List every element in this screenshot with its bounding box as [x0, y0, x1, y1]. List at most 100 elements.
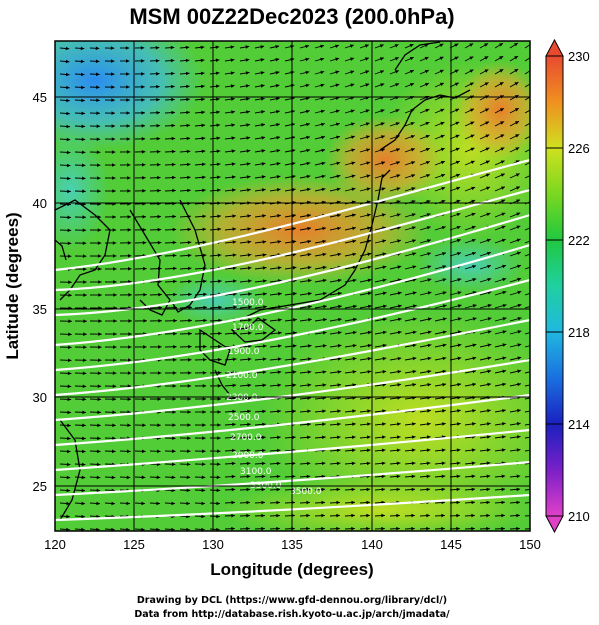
- wind-vector-head: [441, 226, 446, 230]
- wind-vector-head: [172, 423, 176, 427]
- wind-vector-head: [397, 304, 402, 308]
- wind-vector-head: [502, 369, 507, 374]
- wind-vector-head: [409, 44, 414, 48]
- wind-vector-head: [305, 96, 310, 101]
- wind-vector-head: [502, 317, 507, 321]
- wind-vector-head: [245, 58, 250, 62]
- wind-vector-head: [409, 70, 414, 74]
- wind-vector-head: [335, 44, 339, 48]
- wind-vector-head: [202, 357, 207, 362]
- wind-vector-head: [321, 135, 325, 140]
- wind-vector-head: [173, 331, 177, 336]
- wind-vector-head: [231, 110, 235, 114]
- wind-vector-head: [322, 265, 327, 270]
- wind-vector-head: [215, 71, 220, 75]
- wind-vector-head: [532, 383, 536, 387]
- wind-vector-head: [217, 449, 221, 453]
- wind-vector: [524, 345, 530, 348]
- wind-vector-head: [367, 226, 371, 230]
- wind-vector-head: [441, 173, 445, 178]
- wind-vector-head: [442, 304, 447, 308]
- wind-vector-head: [486, 513, 490, 518]
- wind-vector-head: [262, 370, 267, 374]
- wind-vector-head: [499, 43, 503, 47]
- wind-vector-head: [276, 500, 280, 505]
- wind-vector-head: [381, 161, 386, 165]
- wind-vector-head: [188, 344, 192, 349]
- wind-vector-head: [366, 448, 371, 453]
- wind-vector-head: [81, 124, 86, 129]
- wind-vector-head: [365, 109, 370, 113]
- wind-vector-head: [485, 108, 489, 112]
- wind-vector-head: [231, 175, 236, 179]
- x-tick-label: 135: [281, 537, 303, 552]
- wind-vector-head: [337, 278, 342, 283]
- wind-vector-head: [66, 527, 70, 531]
- wind-vector-head: [158, 319, 162, 323]
- wind-vector-head: [517, 343, 522, 347]
- wind-vector-head: [395, 83, 400, 87]
- wind-vector-head: [322, 422, 326, 427]
- wind-vector-head: [187, 240, 192, 245]
- wind-vector-head: [471, 526, 475, 531]
- wind-vector-head: [67, 423, 71, 428]
- wind-vector-head: [185, 71, 190, 76]
- wind-vector-head: [142, 241, 147, 245]
- wind-vector-head: [366, 148, 370, 152]
- wind-vector-head: [217, 214, 221, 218]
- wind-vector-head: [365, 57, 369, 61]
- wind-vector-head: [141, 501, 145, 506]
- wind-vector-head: [110, 46, 115, 50]
- wind-vector-head: [201, 162, 206, 167]
- wind-vector-head: [307, 422, 311, 427]
- wind-vector-head: [517, 382, 521, 387]
- wind-vector-head: [501, 487, 506, 492]
- wind-vector-head: [487, 251, 491, 256]
- wind-vector-head: [233, 331, 237, 335]
- wind-vector-head: [292, 240, 297, 244]
- wind-vector-head: [293, 292, 297, 296]
- wind-vector-head: [171, 71, 175, 76]
- wind-vector-head: [217, 188, 221, 192]
- wind-vector-head: [201, 123, 206, 128]
- wind-vector-head: [276, 136, 281, 140]
- wind-vector: [524, 332, 530, 335]
- wind-vector-head: [381, 513, 385, 518]
- wind-vector-head: [230, 45, 235, 49]
- wind-vector-head: [127, 423, 131, 427]
- wind-vector-head: [396, 448, 401, 452]
- wind-vector-head: [126, 85, 130, 89]
- wind-vector-head: [141, 527, 145, 531]
- wind-vector-head: [246, 487, 251, 492]
- wind-vector-head: [501, 186, 505, 190]
- wind-vector-head: [366, 513, 370, 518]
- wind-vector: [524, 502, 530, 504]
- wind-vector-head: [456, 513, 460, 518]
- wind-vector-head: [125, 46, 130, 50]
- wind-vector-head: [173, 292, 177, 297]
- wind-vector-head: [261, 513, 265, 518]
- wind-vector-head: [97, 436, 101, 441]
- wind-vector-head: [261, 175, 266, 179]
- wind-vector-head: [188, 318, 192, 323]
- wind-vector-head: [292, 409, 296, 414]
- wind-vector-head: [277, 409, 281, 414]
- wind-vector-head: [411, 487, 416, 492]
- wind-vector-head: [83, 280, 87, 284]
- wind-vector-head: [469, 56, 474, 60]
- wind-vector-head: [322, 344, 327, 348]
- wind-vector-head: [382, 370, 387, 374]
- wind-vector-head: [322, 383, 327, 387]
- wind-vector-head: [351, 161, 356, 165]
- wind-vector-head: [517, 330, 522, 334]
- wind-vector-head: [66, 163, 71, 168]
- wind-vector-head: [157, 188, 161, 193]
- wind-vector-head: [156, 149, 161, 154]
- contour-label: 2500.0: [228, 413, 260, 423]
- wind-vector-head: [113, 319, 117, 323]
- wind-vector-head: [456, 448, 461, 452]
- wind-vector-head: [426, 526, 430, 531]
- wind-vector-head: [96, 150, 101, 154]
- wind-vector-head: [486, 238, 491, 243]
- wind-vector-head: [365, 122, 370, 126]
